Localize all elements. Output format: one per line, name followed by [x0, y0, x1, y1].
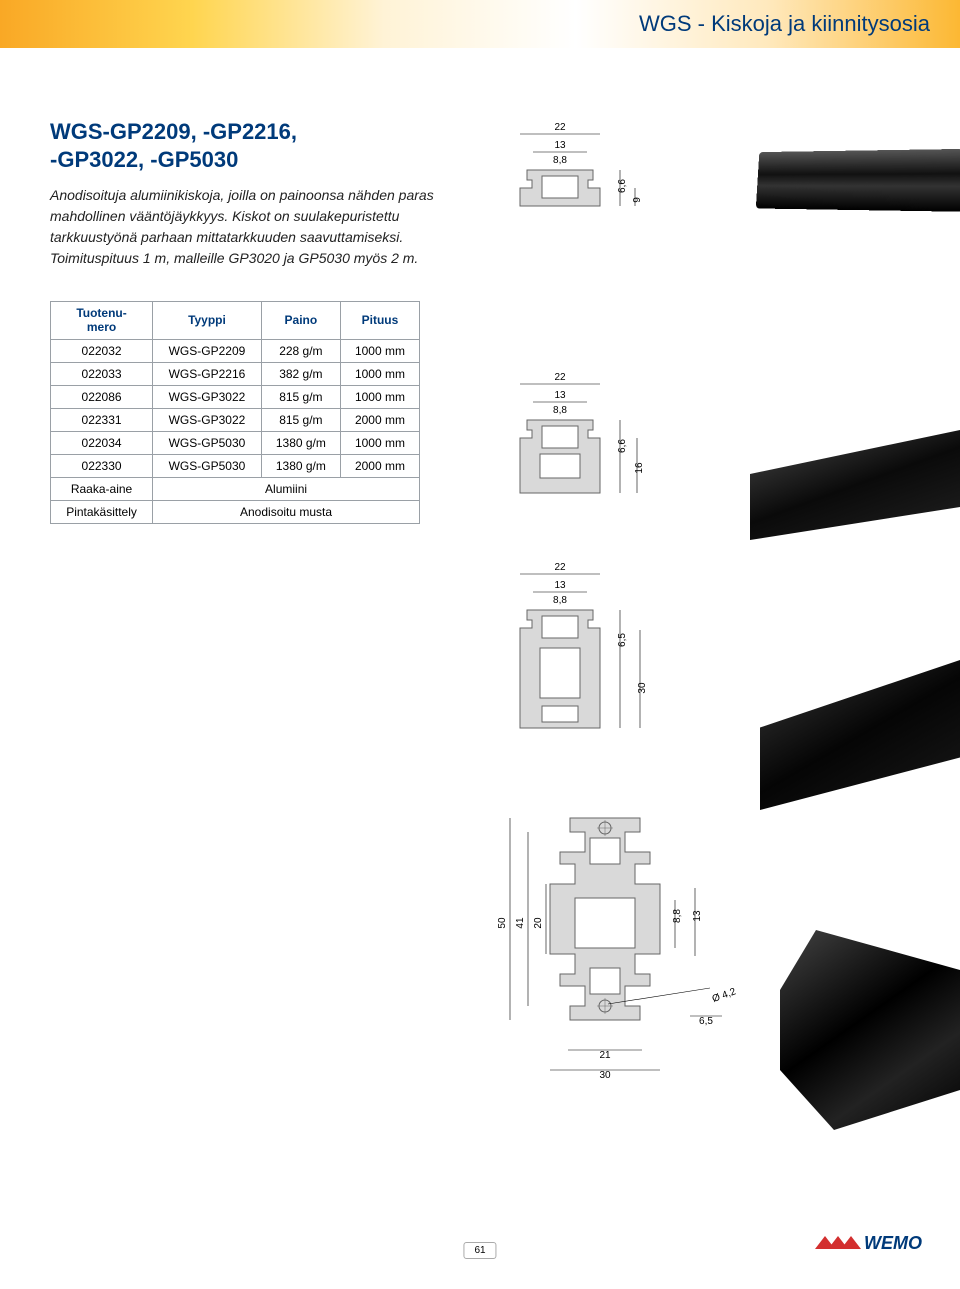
logo: WEMO — [810, 1224, 930, 1269]
spec-table: Tuotenu- mero Tyyppi Paino Pituus 022032… — [50, 301, 420, 524]
th-weight: Paino — [261, 302, 340, 340]
table-cell: 228 g/m — [261, 339, 340, 362]
svg-text:9: 9 — [632, 197, 643, 203]
table-footer-row: Raaka-aineAlumiini — [51, 477, 420, 500]
svg-text:13: 13 — [692, 910, 703, 922]
table-cell: 1380 g/m — [261, 431, 340, 454]
svg-text:6,6: 6,6 — [617, 439, 628, 453]
table-cell: Raaka-aine — [51, 477, 153, 500]
svg-text:41: 41 — [515, 917, 526, 929]
table-footer-row: PintakäsittelyAnodisoitu musta — [51, 500, 420, 523]
table-cell: Pintakäsittely — [51, 500, 153, 523]
table-cell: 022086 — [51, 385, 153, 408]
svg-text:Ø 4,2: Ø 4,2 — [711, 986, 738, 1005]
header-title: WGS - Kiskoja ja kiinnitysosia — [639, 11, 930, 37]
table-cell: WGS-GP3022 — [153, 408, 262, 431]
svg-text:13: 13 — [554, 580, 566, 591]
svg-text:22: 22 — [554, 562, 566, 573]
table-cell: Anodisoitu musta — [153, 500, 420, 523]
svg-text:13: 13 — [554, 140, 566, 151]
table-cell: 022034 — [51, 431, 153, 454]
svg-text:22: 22 — [554, 122, 566, 133]
svg-text:8,8: 8,8 — [672, 909, 683, 923]
table-cell: WGS-GP5030 — [153, 454, 262, 477]
table-cell: 022330 — [51, 454, 153, 477]
table-cell: 1380 g/m — [261, 454, 340, 477]
table-cell: Alumiini — [153, 477, 420, 500]
svg-text:22: 22 — [554, 372, 566, 383]
table-cell: WGS-GP2209 — [153, 339, 262, 362]
table-header-row: Tuotenu- mero Tyyppi Paino Pituus — [51, 302, 420, 340]
table-row: 022034WGS-GP50301380 g/m1000 mm — [51, 431, 420, 454]
table-cell: WGS-GP5030 — [153, 431, 262, 454]
table-cell: 1000 mm — [340, 431, 419, 454]
svg-text:8,8: 8,8 — [553, 595, 567, 606]
table-row: 022086WGS-GP3022815 g/m1000 mm — [51, 385, 420, 408]
diagram-gp5030: 50 41 20 8,8 13 Ø 4,2 6,5 21 30 — [450, 788, 790, 1108]
table-row: 022032WGS-GP2209228 g/m1000 mm — [51, 339, 420, 362]
table-cell: 2000 mm — [340, 454, 419, 477]
svg-text:6,5: 6,5 — [699, 1016, 713, 1027]
svg-text:13: 13 — [554, 390, 566, 401]
table-cell: 022032 — [51, 339, 153, 362]
product-title: WGS-GP2209, -GP2216, -GP3022, -GP5030 — [50, 118, 440, 173]
svg-text:6,6: 6,6 — [617, 179, 628, 193]
table-cell: 1000 mm — [340, 362, 419, 385]
table-row: 022331WGS-GP3022815 g/m2000 mm — [51, 408, 420, 431]
table-cell: 815 g/m — [261, 385, 340, 408]
svg-text:16: 16 — [634, 462, 645, 474]
diagram-gp2216: 22 13 8,8 6,6 16 — [470, 368, 730, 518]
header-band: WGS - Kiskoja ja kiinnitysosia — [0, 0, 960, 48]
svg-text:30: 30 — [599, 1070, 611, 1081]
svg-text:WEMO: WEMO — [864, 1233, 922, 1253]
diagram-gp3022: 22 13 8,8 6,5 30 — [470, 558, 730, 758]
table-cell: 815 g/m — [261, 408, 340, 431]
table-cell: WGS-GP2216 — [153, 362, 262, 385]
diagram-gp2209: 22 13 8,8 6,6 9 — [470, 118, 730, 228]
table-cell: WGS-GP3022 — [153, 385, 262, 408]
table-cell: 022331 — [51, 408, 153, 431]
th-num: Tuotenu- mero — [51, 302, 153, 340]
table-cell: 382 g/m — [261, 362, 340, 385]
svg-text:6,5: 6,5 — [617, 633, 628, 647]
th-length: Pituus — [340, 302, 419, 340]
svg-text:20: 20 — [533, 917, 544, 929]
table-row: 022330WGS-GP50301380 g/m2000 mm — [51, 454, 420, 477]
product-photo-1 — [756, 149, 960, 212]
svg-text:8,8: 8,8 — [553, 155, 567, 166]
table-cell: 2000 mm — [340, 408, 419, 431]
th-type: Tyyppi — [153, 302, 262, 340]
page-number: 61 — [463, 1242, 496, 1259]
svg-text:30: 30 — [637, 682, 648, 694]
table-cell: 1000 mm — [340, 385, 419, 408]
table-row: 022033WGS-GP2216382 g/m1000 mm — [51, 362, 420, 385]
table-cell: 022033 — [51, 362, 153, 385]
product-description: Anodisoituja alumiinikiskoja, joilla on … — [50, 185, 440, 269]
svg-text:50: 50 — [497, 917, 508, 929]
table-cell: 1000 mm — [340, 339, 419, 362]
svg-text:8,8: 8,8 — [553, 405, 567, 416]
svg-text:21: 21 — [599, 1050, 611, 1061]
